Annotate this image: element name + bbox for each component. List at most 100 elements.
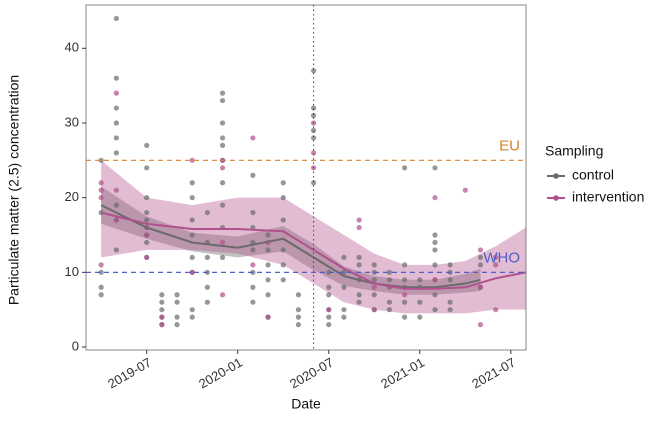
data-point xyxy=(265,262,271,268)
data-point xyxy=(113,150,119,156)
data-point xyxy=(98,269,104,275)
data-point xyxy=(98,157,104,163)
data-point xyxy=(417,314,423,320)
data-point xyxy=(219,142,226,148)
x-axis-label: Date xyxy=(291,396,321,412)
data-point xyxy=(189,307,195,313)
y-tick-label: 20 xyxy=(65,189,79,204)
data-point xyxy=(402,292,408,298)
data-point xyxy=(98,292,104,298)
data-point xyxy=(219,202,226,208)
data-point xyxy=(113,15,119,22)
data-point xyxy=(462,187,468,193)
reference-label: EU xyxy=(499,137,520,154)
legend-label: control xyxy=(572,167,614,183)
data-point xyxy=(219,165,226,171)
data-point xyxy=(432,232,438,238)
data-point xyxy=(432,195,438,201)
data-point xyxy=(174,322,180,328)
data-point xyxy=(98,262,104,268)
data-point xyxy=(159,322,165,328)
data-point xyxy=(341,254,347,261)
data-point xyxy=(144,165,150,171)
legend-title: Sampling xyxy=(545,143,603,159)
data-point xyxy=(371,277,377,283)
data-point xyxy=(477,247,484,253)
data-point xyxy=(310,180,317,186)
data-point xyxy=(310,112,317,119)
x-tick-label: 2020-01 xyxy=(196,355,245,392)
data-point xyxy=(113,217,119,223)
data-point xyxy=(280,247,286,253)
data-point xyxy=(493,307,499,313)
data-point xyxy=(250,135,256,141)
data-point xyxy=(447,262,453,268)
data-point xyxy=(371,262,377,268)
data-point xyxy=(326,292,332,298)
data-point xyxy=(493,254,499,261)
data-point xyxy=(310,135,317,141)
data-point xyxy=(204,284,210,290)
data-point xyxy=(113,202,119,208)
data-point xyxy=(189,232,195,238)
data-point xyxy=(356,262,362,268)
data-point xyxy=(326,314,332,320)
data-point xyxy=(477,322,484,328)
data-point xyxy=(219,254,226,261)
data-point xyxy=(174,299,180,305)
data-point xyxy=(265,232,271,238)
data-point xyxy=(432,239,438,246)
data-point xyxy=(295,322,302,328)
data-point xyxy=(402,299,408,305)
data-point xyxy=(386,277,393,283)
data-point xyxy=(341,284,347,290)
data-point xyxy=(113,75,119,81)
data-point xyxy=(280,217,286,223)
data-point xyxy=(432,165,438,171)
legend-label: intervention xyxy=(572,189,644,205)
data-point xyxy=(356,217,362,223)
data-point xyxy=(477,254,484,261)
data-point xyxy=(402,277,408,283)
y-tick-label: 40 xyxy=(65,40,79,55)
data-point xyxy=(159,307,165,313)
data-point xyxy=(113,187,119,193)
y-tick-label: 10 xyxy=(65,264,79,279)
data-point xyxy=(189,254,195,261)
data-point xyxy=(477,262,484,268)
data-point xyxy=(144,195,150,201)
data-point xyxy=(113,120,119,126)
data-point xyxy=(98,195,104,201)
data-point xyxy=(326,284,332,290)
data-point xyxy=(144,254,150,261)
data-point xyxy=(295,307,302,313)
data-point xyxy=(250,299,256,305)
data-point xyxy=(174,314,180,320)
data-point xyxy=(219,90,226,96)
data-point xyxy=(295,314,302,320)
data-point xyxy=(98,180,104,186)
data-point xyxy=(113,135,119,141)
data-point xyxy=(280,195,286,201)
data-point xyxy=(356,254,362,261)
data-point xyxy=(356,299,362,305)
data-point xyxy=(204,209,210,216)
data-point xyxy=(447,307,453,313)
data-point xyxy=(432,262,438,268)
data-point xyxy=(295,292,302,298)
y-tick-label: 30 xyxy=(65,114,79,129)
data-point xyxy=(265,314,271,320)
data-point xyxy=(402,314,408,320)
data-point xyxy=(189,217,195,223)
data-point xyxy=(159,299,165,305)
data-point xyxy=(219,97,226,104)
data-point xyxy=(402,165,408,171)
data-point xyxy=(204,254,210,261)
data-point xyxy=(432,307,438,313)
data-point xyxy=(250,262,256,268)
data-point xyxy=(219,292,226,298)
data-point xyxy=(250,284,256,290)
data-point xyxy=(265,277,271,283)
legend-key-point xyxy=(553,173,559,179)
